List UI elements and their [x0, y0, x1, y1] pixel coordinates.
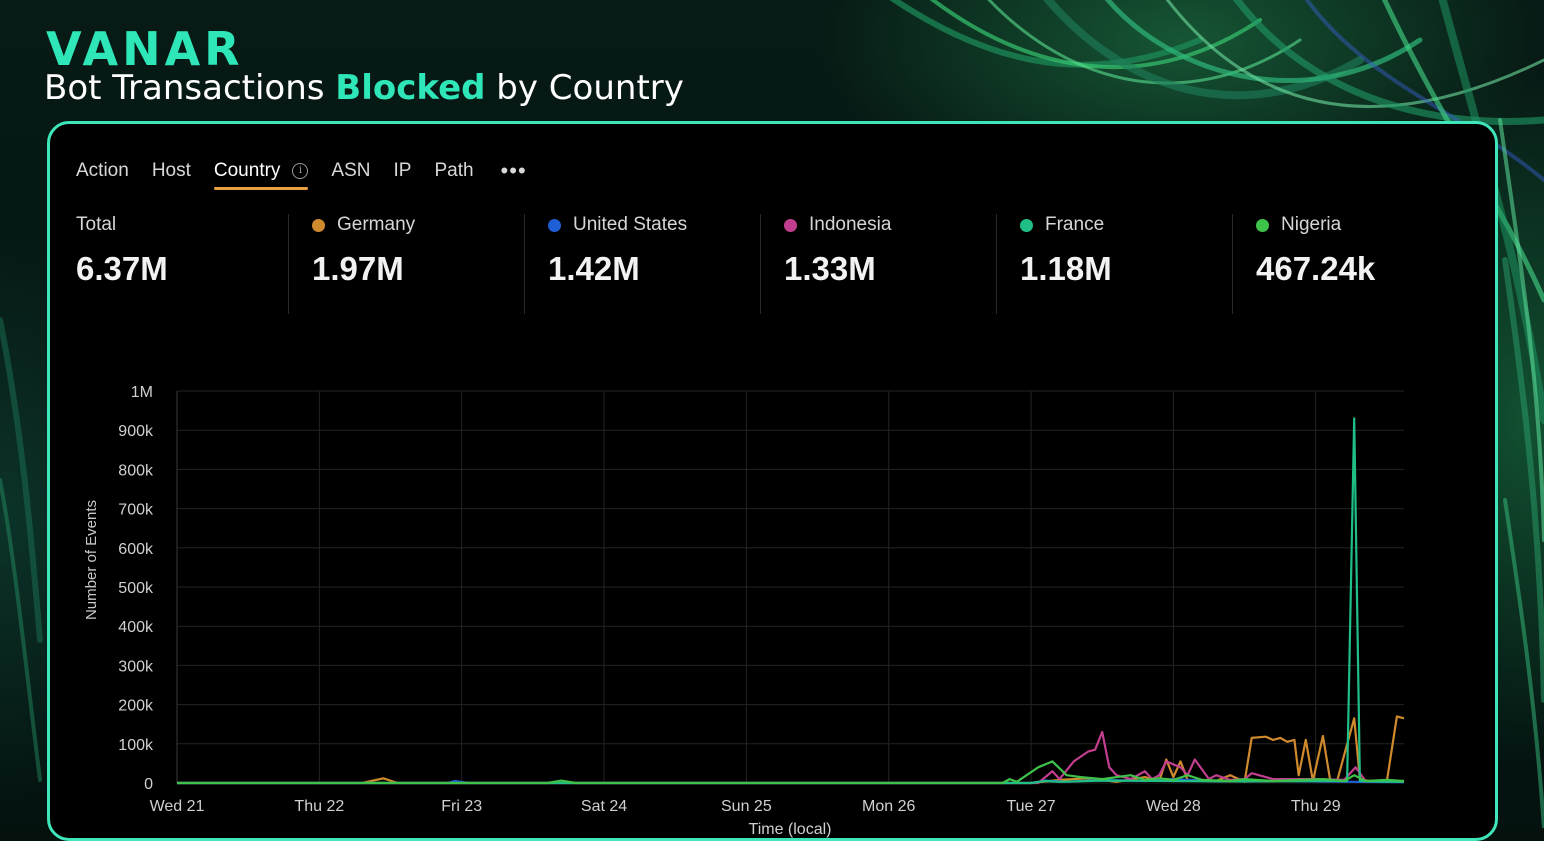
more-label: •••: [500, 158, 527, 183]
stats-row: Total 6.37M Germany 1.97M United States …: [50, 214, 1470, 314]
stat-label: France: [1045, 214, 1105, 235]
stat-divider: [996, 214, 997, 314]
page-title: Bot Transactions Blocked by Country: [44, 68, 684, 108]
series-line-indonesia: [177, 730, 1404, 785]
stat-value: 1.97M: [312, 250, 404, 287]
x-axis-label: Time (local): [749, 821, 832, 838]
stat-divider: [1232, 214, 1233, 314]
stat-total: Total 6.37M: [76, 214, 168, 314]
x-tick-label: Thu 22: [294, 798, 344, 815]
x-tick-label: Wed 28: [1146, 798, 1201, 815]
series-line-nigeria: [177, 760, 1405, 785]
y-tick-label: 800k: [118, 462, 154, 479]
events-line-chart: 0100k200k300k400k500k600k700k800k900k1M …: [83, 384, 1405, 838]
stat-label: Nigeria: [1281, 214, 1342, 235]
y-tick-label: 400k: [118, 619, 154, 636]
legend-dot-icon: [312, 218, 325, 232]
tab-label: Action: [76, 160, 129, 181]
tab-label: IP: [393, 160, 412, 181]
legend-dot-icon: [784, 218, 797, 232]
tab-label: Host: [151, 160, 191, 181]
stat-divider: [760, 214, 761, 314]
title-prefix: Bot Transactions: [44, 68, 336, 108]
y-tick-label: 600k: [118, 541, 154, 558]
tab-label: Path: [434, 160, 474, 181]
y-tick-label: 700k: [118, 502, 154, 519]
stat-france: France 1.18M: [1020, 214, 1112, 314]
stat-divider: [524, 214, 525, 314]
tab-label: ASN: [331, 160, 371, 181]
y-tick-label: 500k: [118, 580, 154, 597]
y-tick-label: 900k: [118, 423, 154, 440]
x-tick-label: Fri 23: [441, 798, 482, 815]
stat-value: 1.33M: [784, 250, 876, 287]
stat-value: 6.37M: [76, 250, 168, 287]
x-tick-label: Mon 26: [862, 798, 915, 815]
stat-label: Total: [76, 214, 117, 235]
legend-dot-icon: [1020, 218, 1033, 232]
y-tick-label: 0: [144, 776, 153, 793]
vanar-logo: VANAR: [46, 22, 244, 76]
more-icon[interactable]: •••: [501, 158, 527, 190]
tab-path[interactable]: Path: [434, 160, 473, 188]
stat-germany: Germany 1.97M: [312, 214, 415, 314]
info-icon[interactable]: i: [292, 163, 309, 179]
stat-united-states: United States 1.42M: [548, 214, 687, 314]
y-tick-label: 200k: [118, 698, 154, 715]
stat-value: 467.24k: [1256, 250, 1376, 287]
stat-value: 1.42M: [548, 250, 640, 287]
stat-value: 1.18M: [1020, 250, 1112, 287]
x-tick-label: Wed 21: [150, 798, 205, 815]
tab-asn[interactable]: ASN: [331, 160, 370, 188]
x-tick-label: Sun 25: [721, 798, 772, 815]
series-line-germany: [177, 715, 1405, 785]
tab-bar: Action Host Country i ASN IP Path •••: [76, 158, 550, 190]
title-accent: Blocked: [335, 68, 486, 108]
stat-label: Germany: [337, 214, 416, 235]
title-suffix: by Country: [485, 68, 684, 108]
stat-label: Indonesia: [809, 214, 892, 235]
y-tick-label: 300k: [118, 658, 154, 675]
tab-ip[interactable]: IP: [394, 160, 412, 188]
stat-divider: [288, 214, 289, 314]
tab-host[interactable]: Host: [152, 160, 191, 188]
stat-label: United States: [573, 214, 688, 235]
legend-dot-icon: [548, 218, 561, 232]
stat-nigeria: Nigeria 467.24k: [1256, 214, 1375, 314]
x-tick-label: Thu 29: [1291, 798, 1341, 815]
tab-country[interactable]: Country i: [213, 160, 309, 190]
y-tick-label: 1M: [131, 384, 153, 401]
series-line-france: [177, 417, 1404, 785]
dashboard-panel: Action Host Country i ASN IP Path ••• Tot…: [47, 121, 1498, 841]
tab-label: Country: [213, 160, 281, 181]
y-tick-label: 100k: [118, 737, 154, 754]
tab-action[interactable]: Action: [76, 160, 129, 188]
x-tick-label: Tue 27: [1006, 798, 1055, 815]
legend-dot-icon: [1256, 218, 1269, 232]
y-axis-label: Number of Events: [83, 500, 100, 620]
x-tick-label: Sat 24: [581, 798, 627, 815]
stat-indonesia: Indonesia 1.33M: [784, 214, 891, 314]
